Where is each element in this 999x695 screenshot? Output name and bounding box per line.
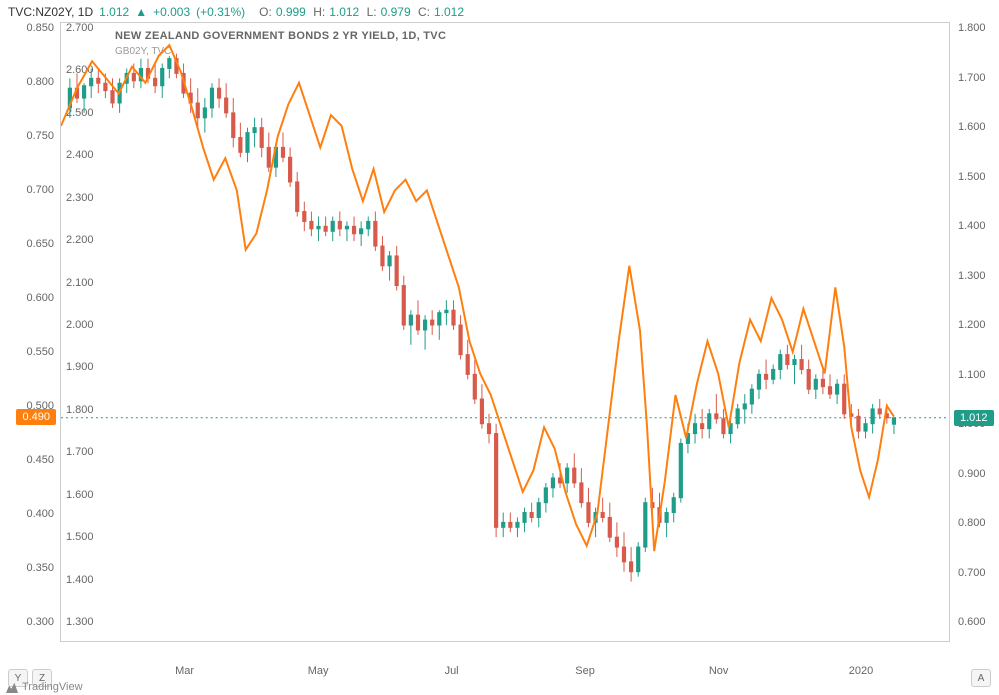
change-arrow: ▲ (135, 5, 147, 19)
left-axis: 0.8500.8000.7500.7000.6500.6000.5500.500… (0, 22, 58, 642)
a-button[interactable]: A (971, 669, 991, 687)
axis-buttons-right: A (971, 669, 991, 687)
x-axis: MarMayJulSepNov2020 (60, 665, 950, 685)
change-value: +0.003 (153, 5, 190, 19)
chart-plot[interactable] (60, 22, 950, 642)
right-axis: 1.8001.7001.6001.5001.4001.3001.2001.100… (952, 22, 999, 642)
change-pct: (+0.31%) (196, 5, 245, 19)
last-value: 1.012 (99, 5, 129, 19)
tradingview-logo-icon (6, 681, 18, 693)
symbol-label: TVC:NZ02Y, 1D (8, 5, 93, 19)
attribution-text: TradingView (22, 681, 83, 693)
chart-header: TVC:NZ02Y, 1D 1.012 ▲ +0.003 (+0.31%) O:… (8, 5, 468, 19)
attribution: TradingView (6, 681, 83, 693)
ohlc-block: O:0.999 H:1.012 L:0.979 C:1.012 (259, 5, 468, 19)
